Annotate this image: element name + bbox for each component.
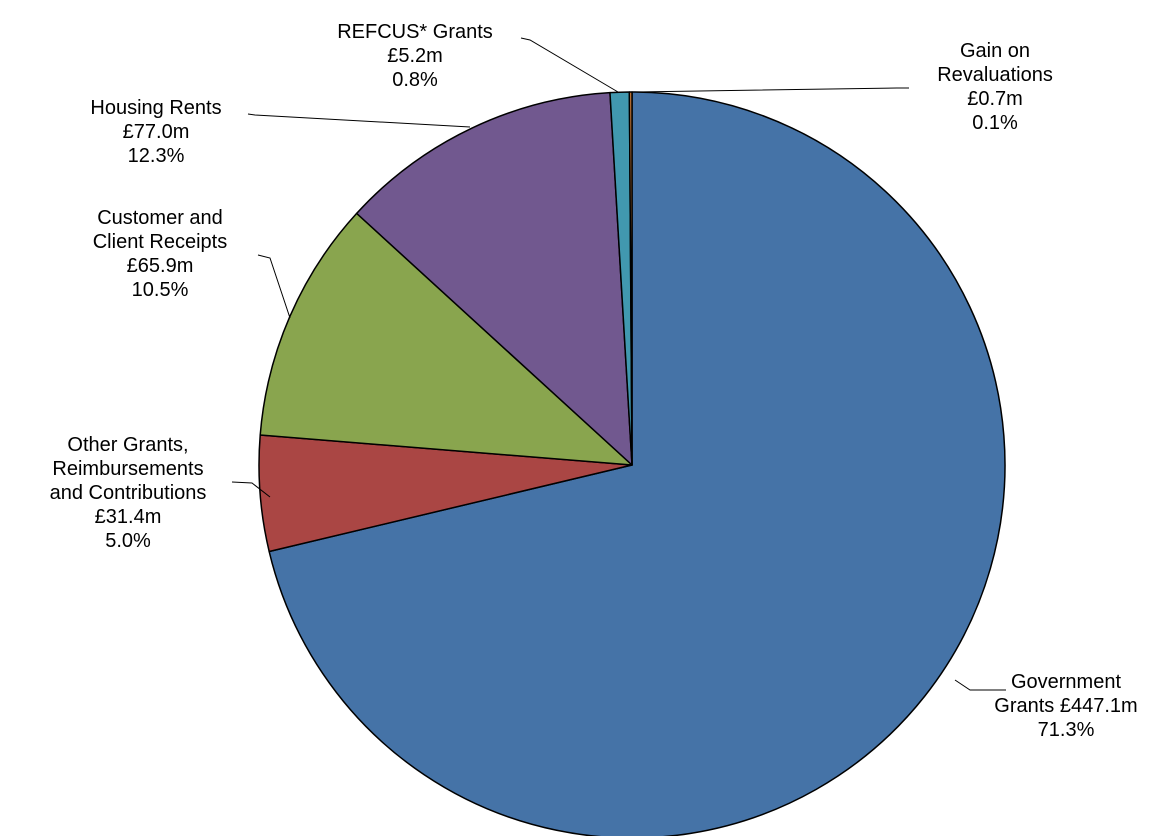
slice-label-line: £65.9m [127, 255, 194, 277]
slice-label-line: Housing Rents [90, 97, 221, 119]
slice-label: Customer and Client Receipts £65.9m 10.5% [93, 207, 228, 301]
slice-label-line: Grants £447.1m [994, 695, 1137, 717]
slice-label-line: 71.3% [1038, 719, 1095, 741]
slice-label-line: and Contributions [50, 482, 207, 504]
slice-label-line: 10.5% [132, 279, 189, 301]
pie-slice-housing-rents [355, 91, 633, 466]
leader-line [954, 679, 1006, 691]
slice-label-line: Reimbursements [52, 458, 203, 480]
slice-label: REFCUS* Grants £5.2m 0.8% [337, 21, 493, 91]
slice-label: Government Grants £447.1m 71.3% [994, 671, 1137, 741]
slice-label-line: Customer and [97, 207, 223, 229]
slice-label-line: 0.1% [972, 112, 1018, 134]
slice-label-line: 12.3% [128, 145, 185, 167]
leader-line [257, 254, 291, 319]
leader-line [231, 481, 271, 498]
slice-label-line: REFCUS* Grants [337, 21, 493, 43]
slices-layer [258, 91, 1006, 836]
slice-label-line: Client Receipts [93, 231, 228, 253]
pie-slice-gain-on-revaluations [628, 91, 633, 466]
leader-line [247, 113, 471, 128]
slice-label-line: £31.4m [95, 506, 162, 528]
slice-label: Housing Rents £77.0m 12.3% [90, 97, 221, 167]
slice-label-line: Gain on [960, 40, 1030, 62]
leader-line [520, 37, 619, 93]
slice-label-line: £5.2m [387, 45, 443, 67]
pie-slice-customer-and-client-receipts [259, 212, 633, 466]
slice-label: Other Grants, Reimbursements and Contribut… [50, 434, 207, 552]
slice-label-line: £0.7m [967, 88, 1023, 110]
slice-label-line: 5.0% [105, 530, 151, 552]
slice-label-line: Revaluations [937, 64, 1053, 86]
slice-label: Gain on Revaluations £0.7m 0.1% [937, 40, 1053, 134]
slice-label-line: Government [1011, 671, 1121, 693]
slice-label-line: 0.8% [392, 69, 438, 91]
labels-layer: Government Grants £447.1m 71.3% Other Grant… [50, 21, 1138, 741]
leader-line [631, 87, 909, 93]
slice-label-line: £77.0m [123, 121, 190, 143]
slice-label-line: Other Grants, [67, 434, 188, 456]
pie-slice-government-grants [268, 91, 1006, 836]
leader-lines-layer [231, 37, 1006, 691]
